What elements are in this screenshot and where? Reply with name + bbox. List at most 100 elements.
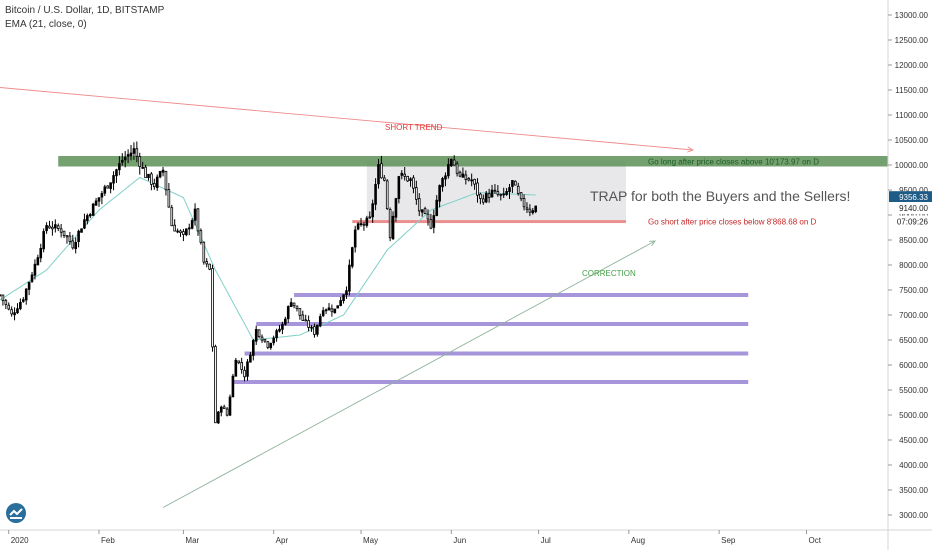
short-instruction-label: Go short after price closes below 8'868.… [648,218,817,227]
candle-body [109,182,112,189]
candle-body [330,308,334,313]
candle-body [479,193,482,199]
candle-body [141,166,144,169]
ema-layer [0,176,536,341]
candle-body [502,193,505,196]
price-tag-current: 9356.33 [899,193,928,202]
candle-body [7,304,11,310]
range-box [366,161,626,220]
candle-body [400,172,404,176]
candle-body [444,175,447,180]
candle-body [74,241,78,250]
candle-body [187,227,191,230]
candle-body [94,200,98,206]
x-tick-label: Oct [808,536,821,545]
candle-body [516,185,520,194]
candle-body [269,342,273,349]
candle-body [118,163,121,171]
candle-body [27,281,31,290]
candle-body [348,264,351,292]
x-tick-label: May [363,536,378,545]
candle-body [333,308,337,314]
candle-body [432,215,436,228]
price-tag-2: 07:09:26 [897,218,929,227]
candle-body [135,148,139,157]
candle-body [155,176,159,188]
candle-body [45,225,48,232]
candle-body [129,152,133,157]
candle-body [289,302,293,308]
candle-body [182,231,185,235]
candle-body [321,310,325,317]
candle-body [397,176,401,200]
symbol-title: Bitcoin / U.S. Dollar, 1D, BITSTAMP [5,5,165,16]
trap-label: TRAP for both the Buyers and the Sellers… [590,188,850,204]
candle-body [51,226,54,230]
candle-body [345,290,348,296]
candle-body [48,225,51,229]
candle-body [310,326,313,329]
candle-body [138,156,142,167]
candle-body [4,300,8,305]
x-tick-label: Jul [541,536,551,545]
candle-body [39,248,43,259]
correction-arrowhead [649,240,656,247]
candle-body [368,216,372,219]
candle-body [350,247,354,267]
candle-body [313,326,316,335]
x-tick-label: Sep [721,536,736,545]
candle-body [525,207,529,210]
candle-body [417,198,421,212]
candle-body [100,193,104,198]
short-trend-line [0,87,693,151]
candle-body [234,359,238,377]
candle-body [281,323,284,330]
candle-body [120,159,124,163]
candle-body [534,205,538,212]
candle-body [371,203,374,218]
candle-body [435,199,439,216]
candle-body [528,208,532,213]
candle-body [153,182,156,188]
candle-body [476,182,479,196]
y-tick-label: 7000.00 [899,311,928,320]
candle-body [374,184,377,205]
y-tick-label: 3000.00 [899,511,928,520]
candle-body [514,180,517,186]
candle-body [173,224,176,232]
candle-body [362,223,366,226]
candle-body [86,215,89,222]
correction-label: CORRECTION [582,269,636,278]
tradingview-logo-icon[interactable] [6,503,26,523]
y-tick-label: 12500.00 [895,36,929,45]
candle-body [511,180,514,187]
candle-body [295,305,299,309]
candle-body [505,191,508,195]
candle-body [33,263,37,276]
support-line [352,220,626,224]
candle-body [482,198,485,203]
resistance-zone [58,156,889,167]
candle-body [490,189,494,198]
candle-body [304,319,308,322]
candle-body [470,179,473,182]
y-tick-label: 4500.00 [899,436,928,445]
candle-body [487,193,491,198]
correction-line [162,240,656,508]
y-tick-label: 10500.00 [895,136,929,145]
candle-body [464,174,468,180]
candle-body [412,177,415,189]
short-trend-label: SHORT TREND [385,123,443,132]
candle-body [455,163,459,174]
candle-body [420,209,424,213]
candle-body [240,362,243,370]
candle-body [65,235,69,238]
candle-body [519,192,523,200]
candle-body [391,215,395,240]
y-tick-label: 5000.00 [899,411,928,420]
candle-body [339,300,342,306]
candle-body [458,171,462,177]
candle-body [219,406,223,413]
candle-body [415,187,418,200]
